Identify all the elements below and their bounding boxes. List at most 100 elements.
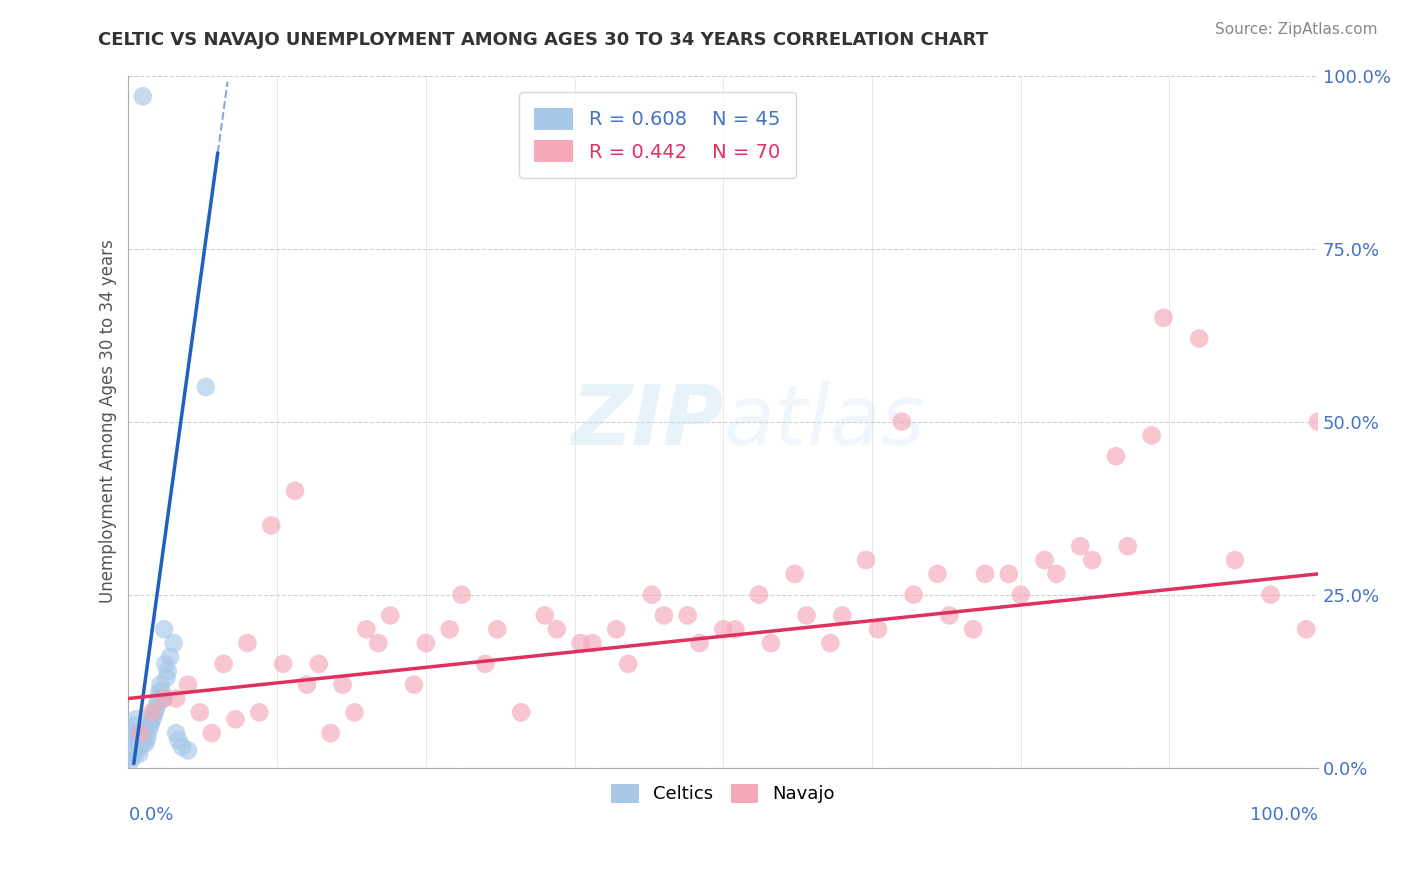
Point — [380, 608, 402, 623]
Text: atlas: atlas — [723, 381, 925, 462]
Point — [131, 733, 153, 747]
Point — [356, 622, 378, 636]
Point — [143, 706, 166, 720]
Point — [194, 380, 217, 394]
Point — [141, 706, 163, 720]
Legend: Celtics, Navajo: Celtics, Navajo — [605, 777, 842, 811]
Point — [165, 726, 187, 740]
Point — [1188, 332, 1211, 346]
Point — [138, 723, 160, 737]
Point — [831, 608, 853, 623]
Point — [136, 730, 159, 744]
Point — [149, 678, 172, 692]
Point — [711, 622, 734, 636]
Point — [155, 657, 177, 671]
Text: CELTIC VS NAVAJO UNEMPLOYMENT AMONG AGES 30 TO 34 YEARS CORRELATION CHART: CELTIC VS NAVAJO UNEMPLOYMENT AMONG AGES… — [98, 31, 988, 49]
Point — [820, 636, 842, 650]
Point — [284, 483, 307, 498]
Point — [617, 657, 640, 671]
Point — [121, 750, 143, 764]
Point — [153, 691, 176, 706]
Point — [1081, 553, 1104, 567]
Point — [165, 691, 187, 706]
Point — [1045, 566, 1067, 581]
Point — [890, 415, 912, 429]
Text: 100.0%: 100.0% — [1250, 805, 1319, 824]
Point — [260, 518, 283, 533]
Point — [152, 691, 174, 706]
Point — [236, 636, 259, 650]
Point — [122, 743, 145, 757]
Point — [676, 608, 699, 623]
Point — [1116, 539, 1139, 553]
Text: Source: ZipAtlas.com: Source: ZipAtlas.com — [1215, 22, 1378, 37]
Point — [145, 702, 167, 716]
Point — [201, 726, 224, 740]
Point — [1033, 553, 1056, 567]
Point — [153, 622, 176, 636]
Text: 0.0%: 0.0% — [128, 805, 174, 824]
Point — [120, 739, 142, 754]
Point — [332, 678, 354, 692]
Point — [155, 671, 177, 685]
Point — [569, 636, 592, 650]
Point — [212, 657, 235, 671]
Point — [1153, 310, 1175, 325]
Point — [962, 622, 984, 636]
Point — [581, 636, 603, 650]
Point — [121, 733, 143, 747]
Point — [188, 706, 211, 720]
Point — [225, 712, 247, 726]
Point — [439, 622, 461, 636]
Point — [974, 566, 997, 581]
Point — [141, 712, 163, 726]
Point — [450, 588, 472, 602]
Point — [156, 664, 179, 678]
Point — [120, 754, 142, 768]
Point — [139, 715, 162, 730]
Point — [1105, 449, 1128, 463]
Point — [605, 622, 627, 636]
Y-axis label: Unemployment Among Ages 30 to 34 years: Unemployment Among Ages 30 to 34 years — [100, 240, 117, 604]
Point — [247, 706, 270, 720]
Point — [641, 588, 664, 602]
Point — [128, 747, 150, 761]
Text: ZIP: ZIP — [571, 381, 723, 462]
Point — [903, 588, 925, 602]
Point — [271, 657, 294, 671]
Point — [127, 739, 149, 754]
Point — [855, 553, 877, 567]
Point — [177, 743, 200, 757]
Point — [129, 726, 152, 740]
Point — [122, 726, 145, 740]
Point — [124, 747, 146, 761]
Point — [295, 678, 318, 692]
Point — [148, 691, 170, 706]
Point — [308, 657, 330, 671]
Point — [148, 684, 170, 698]
Point — [124, 719, 146, 733]
Point — [1010, 588, 1032, 602]
Point — [163, 636, 186, 650]
Point — [125, 730, 148, 744]
Point — [139, 719, 162, 733]
Point — [748, 588, 770, 602]
Point — [120, 747, 142, 761]
Point — [125, 712, 148, 726]
Point — [1069, 539, 1091, 553]
Point — [1295, 622, 1317, 636]
Point — [927, 566, 949, 581]
Point — [177, 678, 200, 692]
Point — [1140, 428, 1163, 442]
Point — [167, 733, 190, 747]
Point — [159, 649, 181, 664]
Point — [724, 622, 747, 636]
Point — [938, 608, 960, 623]
Point — [510, 706, 533, 720]
Point — [1260, 588, 1282, 602]
Point — [866, 622, 889, 636]
Point — [132, 726, 155, 740]
Point — [534, 608, 557, 623]
Point — [415, 636, 437, 650]
Point — [129, 739, 152, 754]
